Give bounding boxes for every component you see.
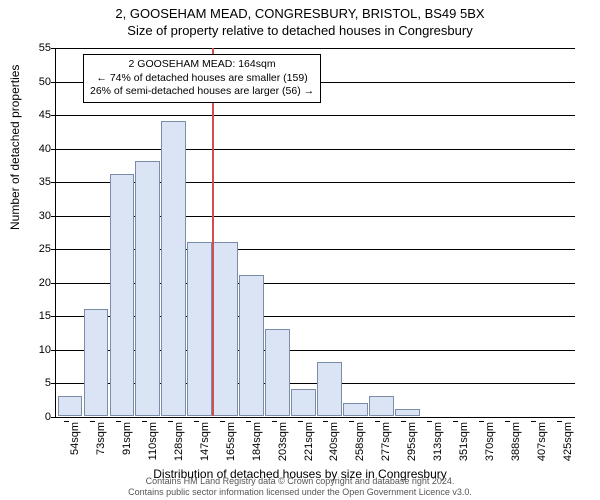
- reference-marker-line: [212, 48, 214, 416]
- y-tick-label: 5: [21, 377, 51, 389]
- annotation-line1: 2 GOOSEHAM MEAD: 164sqm: [90, 58, 314, 72]
- y-tick-label: 0: [21, 411, 51, 423]
- histogram-bar: [135, 161, 160, 416]
- annotation-line3: 26% of semi-detached houses are larger (…: [90, 85, 314, 99]
- gridline: [56, 115, 575, 116]
- y-tick-label: 35: [21, 176, 51, 188]
- histogram-bar: [213, 242, 238, 416]
- histogram-bar: [187, 242, 212, 416]
- y-tick-label: 50: [21, 76, 51, 88]
- histogram-bar: [110, 174, 135, 416]
- annotation-line2: ← 74% of detached houses are smaller (15…: [90, 72, 314, 86]
- gridline: [56, 149, 575, 150]
- histogram-bar: [343, 403, 368, 416]
- annotation-box: 2 GOOSEHAM MEAD: 164sqm ← 74% of detache…: [83, 54, 321, 103]
- title-address: 2, GOOSEHAM MEAD, CONGRESBURY, BRISTOL, …: [0, 0, 600, 21]
- y-tick-label: 55: [21, 42, 51, 54]
- y-tick-label: 30: [21, 210, 51, 222]
- chart-area: 2 GOOSEHAM MEAD: 164sqm ← 74% of detache…: [55, 48, 575, 418]
- histogram-bar: [161, 121, 186, 416]
- footer-attribution: Contains HM Land Registry data © Crown c…: [0, 476, 600, 498]
- chart-container: 2, GOOSEHAM MEAD, CONGRESBURY, BRISTOL, …: [0, 0, 600, 500]
- histogram-bar: [369, 396, 394, 416]
- footer-line1: Contains HM Land Registry data © Crown c…: [0, 476, 600, 487]
- plot-region: [55, 48, 575, 418]
- y-axis-label: Number of detached properties: [8, 65, 22, 230]
- histogram-bar: [58, 396, 83, 416]
- histogram-bar: [395, 409, 420, 416]
- y-tick-label: 25: [21, 243, 51, 255]
- histogram-bar: [84, 309, 109, 416]
- y-tick-label: 20: [21, 277, 51, 289]
- y-tick-label: 40: [21, 143, 51, 155]
- histogram-bar: [265, 329, 290, 416]
- footer-line2: Contains public sector information licen…: [0, 487, 600, 498]
- y-tick-label: 15: [21, 310, 51, 322]
- gridline: [56, 48, 575, 49]
- histogram-bar: [239, 275, 264, 416]
- histogram-bar: [291, 389, 316, 416]
- y-tick-label: 10: [21, 344, 51, 356]
- histogram-bar: [317, 362, 342, 416]
- y-tick-label: 45: [21, 109, 51, 121]
- title-subtitle: Size of property relative to detached ho…: [0, 21, 600, 38]
